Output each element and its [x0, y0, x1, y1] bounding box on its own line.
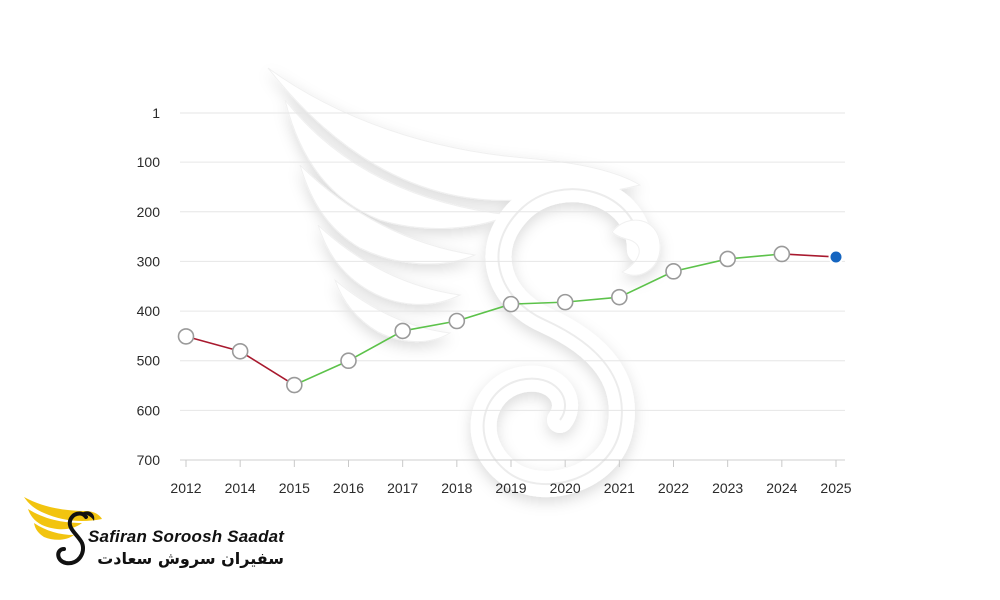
data-point [719, 250, 736, 268]
x-tick-label: 2018 [441, 480, 472, 496]
logo-persian-text: سفیران سروش سعادت [97, 549, 284, 568]
data-point [340, 352, 357, 370]
x-tick-label: 2014 [225, 480, 256, 496]
series-line-segment [239, 350, 296, 386]
data-point [502, 295, 520, 313]
y-tick-label: 400 [137, 303, 161, 319]
series-line-segment [672, 258, 729, 273]
series-line-segment [293, 359, 350, 386]
data-point [556, 293, 574, 311]
x-tick-label: 2012 [170, 480, 201, 496]
y-tick-label: 600 [137, 402, 161, 418]
x-tick-label: 2015 [279, 480, 310, 496]
y-tick-label: 700 [137, 452, 161, 468]
x-axis-tick-labels: 2012 2014 2015 2016 2017 2018 2019 2020 2021 2022… [170, 480, 851, 496]
series-line-segment [401, 320, 458, 332]
y-tick-label: 100 [137, 154, 161, 170]
y-tick-label: 1 [152, 105, 160, 121]
data-point [177, 328, 195, 345]
y-tick-label: 500 [137, 353, 161, 369]
y-axis-tick-labels: 1 100 200 300 400 500 600 700 [137, 105, 161, 468]
series-line [185, 253, 837, 386]
x-tick-label: 2017 [387, 480, 418, 496]
series-line-segment [347, 330, 404, 362]
y-tick-label: 300 [137, 253, 161, 269]
company-logo: Safiran Soroosh Saadat سفیران سروش سعادت [22, 493, 302, 578]
series-line-segment [781, 253, 837, 258]
x-tick-label: 2020 [550, 480, 581, 496]
series-points [177, 245, 844, 394]
x-tick-label: 2021 [604, 480, 635, 496]
series-line-segment [456, 303, 512, 322]
data-point [231, 342, 249, 360]
series-line-segment [726, 253, 783, 260]
data-point [773, 245, 791, 263]
data-point [448, 312, 466, 330]
series-line-segment [185, 335, 241, 353]
watermark-bird-s-icon [267, 67, 661, 497]
x-tick-label: 2019 [495, 480, 526, 496]
series-line-segment [564, 296, 621, 303]
data-point [611, 288, 628, 306]
highlighted-data-point [828, 249, 844, 265]
x-tick-label: 2016 [333, 480, 364, 496]
axes [185, 460, 837, 467]
x-tick-label: 2025 [820, 480, 851, 496]
data-point [286, 376, 303, 394]
data-point [394, 322, 411, 340]
logo-latin-text: Safiran Soroosh Saadat [88, 527, 285, 546]
x-tick-label: 2022 [658, 480, 689, 496]
x-tick-label: 2023 [712, 480, 743, 496]
series-line-segment [618, 270, 675, 298]
y-tick-label: 200 [137, 204, 161, 220]
data-point [665, 263, 682, 280]
x-tick-label: 2024 [766, 480, 797, 496]
golden-wing-logo-icon [24, 497, 102, 566]
series-line-segment [510, 301, 566, 305]
